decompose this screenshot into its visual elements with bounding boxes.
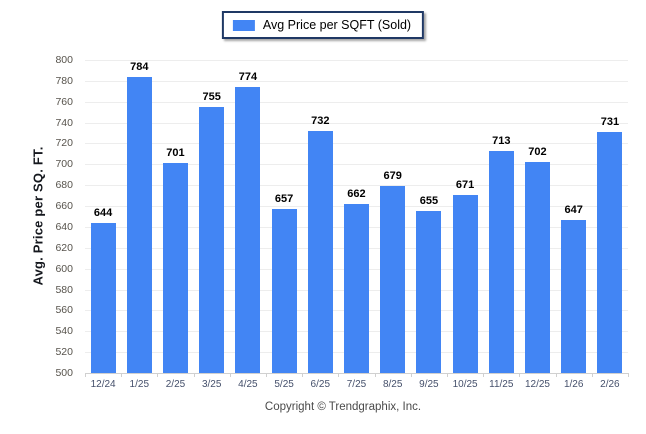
bar-value-label: 774: [238, 71, 258, 84]
x-tick-mark: [591, 373, 593, 377]
plot-area: 644 784 701 755 774 657 732 662 679 655 671 713 702 6…: [85, 60, 629, 377]
bar-11/25: [488, 150, 514, 373]
bar-value-label: 702: [528, 146, 547, 159]
y-tick-label: 680: [55, 179, 73, 192]
x-tick-label: 7/25: [346, 379, 367, 390]
y-tick-label: 720: [55, 137, 73, 150]
bar-3/25: [199, 106, 225, 373]
y-tick-label: 500: [55, 367, 73, 379]
y-tick-label: 660: [55, 200, 73, 213]
bar-10/25: [452, 194, 478, 373]
x-tick-label: 9/25: [419, 379, 439, 390]
x-tick-mark: [628, 373, 629, 377]
footer-copyright: Copyright © Trendgraphix, Inc.: [264, 401, 422, 413]
bar-value-label: 755: [202, 90, 221, 103]
bar-1/25: [126, 76, 152, 373]
x-tick-label: 12/25: [524, 379, 550, 390]
legend: Avg Price per SQFT (Sold): [221, 11, 425, 39]
bar-value-label: 701: [166, 147, 185, 160]
y-tick-label: 800: [55, 54, 73, 66]
x-axis-tick-labels: 12/24 1/25 2/25 3/25 4/25 5/25 6/25 7/25 8/25 9/2…: [85, 379, 628, 393]
y-tick-label: 580: [55, 283, 73, 296]
bar-8/25: [380, 186, 406, 373]
x-tick-mark: [483, 373, 485, 377]
y-tick-label: 600: [55, 262, 73, 275]
x-tick-mark: [121, 373, 123, 377]
y-axis-tick-labels: 500 520 540 560 580 600 620 640 660 680 700 720 740 7…: [0, 54, 79, 379]
gridline: [85, 80, 628, 82]
y-tick-label: 520: [55, 346, 73, 359]
x-tick-label: 4/25: [238, 379, 258, 390]
x-tick-label: 5/25: [274, 379, 294, 390]
bar-2/25: [163, 163, 188, 373]
x-axis-line: [85, 373, 628, 374]
x-tick-mark: [302, 373, 304, 377]
bar-7/25: [344, 203, 369, 373]
x-tick-mark: [374, 373, 376, 377]
legend-swatch-icon: [232, 19, 255, 31]
gridline: [85, 185, 628, 187]
bar-value-label: 657: [274, 193, 294, 206]
gridline: [85, 60, 628, 61]
bar-value-label: 671: [455, 178, 475, 191]
x-tick-label: 1/26: [563, 379, 584, 390]
bar-value-label: 732: [311, 114, 330, 127]
bar-6/25: [307, 130, 333, 373]
bar-2/26: [597, 132, 623, 373]
bar-1/26: [561, 219, 587, 373]
gridline: [85, 164, 628, 166]
x-tick-mark: [555, 373, 557, 377]
x-tick-label: 2/26: [600, 379, 620, 390]
x-tick-mark: [338, 373, 340, 377]
bar-value-label: 662: [347, 187, 366, 200]
bar-value-label: 679: [383, 170, 402, 183]
x-tick-label: 11/25: [489, 379, 514, 390]
y-tick-label: 540: [55, 325, 73, 338]
x-tick-label: 10/25: [452, 379, 478, 390]
y-tick-label: 560: [55, 304, 73, 317]
y-tick-label: 700: [55, 158, 73, 171]
x-tick-mark: [410, 373, 412, 377]
bar-value-label: 655: [419, 195, 439, 208]
bar-9/25: [416, 211, 442, 373]
legend-label: Avg Price per SQFT (Sold): [262, 18, 412, 32]
y-tick-label: 620: [55, 241, 73, 254]
x-tick-mark: [193, 373, 195, 377]
x-tick-mark: [519, 373, 521, 377]
bar-value-label: 784: [130, 60, 149, 73]
gridline: [85, 122, 628, 124]
x-tick-label: 8/25: [382, 379, 403, 390]
x-tick-label: 2/25: [165, 379, 186, 390]
x-tick-label: 6/25: [310, 379, 331, 390]
x-tick-mark: [266, 373, 267, 377]
gridline: [85, 101, 628, 103]
x-tick-mark: [85, 373, 86, 377]
x-tick-label: 3/25: [201, 379, 222, 390]
bar-value-label: 644: [93, 206, 113, 219]
gridline: [85, 143, 628, 145]
y-tick-label: 740: [55, 116, 73, 129]
bar-12/24: [90, 222, 116, 373]
bar-4/25: [235, 87, 261, 373]
bar-value-label: 731: [600, 116, 620, 128]
y-tick-label: 780: [55, 74, 73, 87]
x-tick-mark: [229, 373, 231, 377]
bar-value-label: 713: [492, 134, 511, 147]
y-tick-label: 760: [55, 95, 73, 108]
y-tick-label: 640: [55, 220, 73, 233]
bar-12/25: [525, 162, 550, 373]
x-tick-mark: [447, 373, 448, 377]
bar-5/25: [271, 209, 297, 373]
x-tick-label: 12/24: [90, 379, 116, 390]
x-tick-label: 1/25: [129, 379, 150, 390]
x-tick-mark: [157, 373, 159, 377]
bar-value-label: 647: [564, 203, 583, 216]
